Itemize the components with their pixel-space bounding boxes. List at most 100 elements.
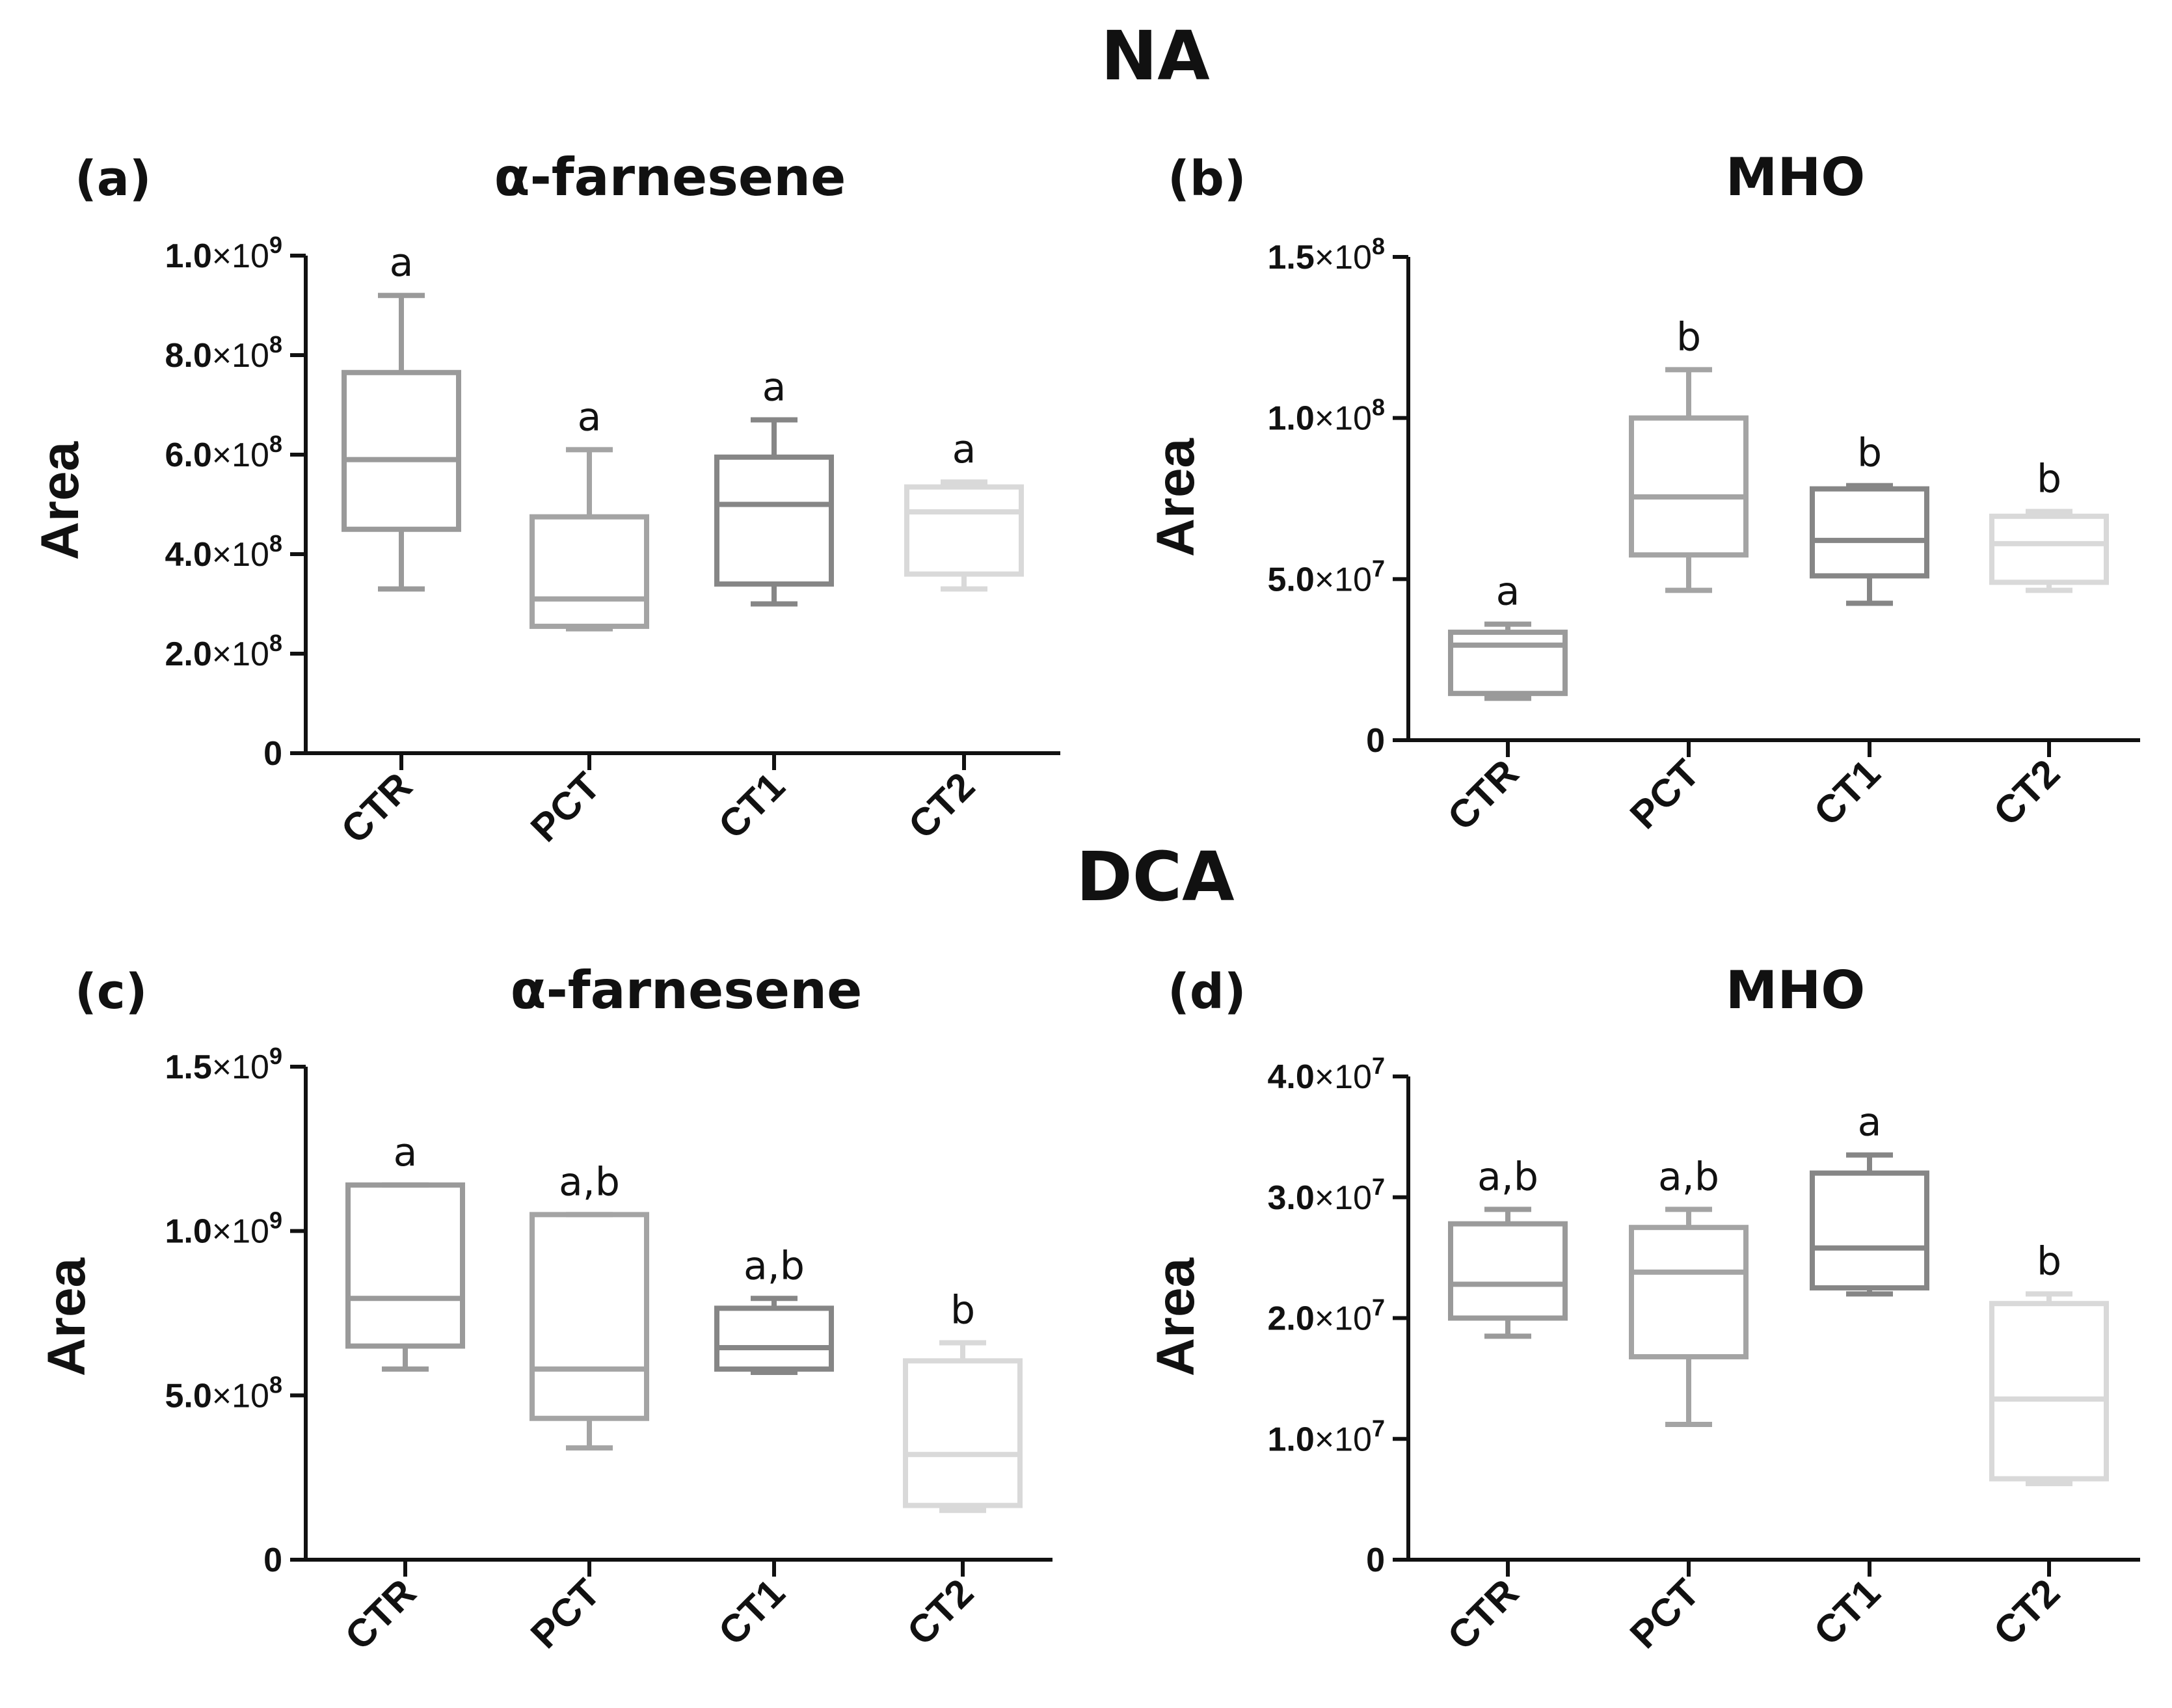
significance-letter: b [950, 1287, 975, 1333]
y-tick-label: 1.0×109 [165, 1207, 282, 1251]
y-tick-label: 4.0×107 [1267, 1052, 1385, 1096]
group-title-dca: DCA [1076, 837, 1234, 916]
y-tick-label: 0 [1366, 722, 1385, 760]
iqr-box [1989, 1301, 2109, 1482]
x-tick-label: CT1 [1806, 751, 1889, 834]
x-tick-label: PCT [1622, 751, 1708, 837]
box-series: a a,b a,b b [345, 1130, 1023, 1514]
iqr-box [1448, 630, 1568, 697]
chart-title: α-farnesene [511, 960, 863, 1021]
y-axis-label: Area [1146, 1257, 1205, 1376]
significance-letter: a,b [744, 1243, 805, 1288]
x-tick-label: PCT [522, 1571, 608, 1657]
box-ct2: b [1989, 1238, 2109, 1486]
y-tick-label: 8.0×108 [165, 331, 282, 375]
box-ct2: b [903, 1287, 1023, 1514]
box-series: a,b a,b a b [1448, 1100, 2109, 1486]
x-tick-label: CTR [333, 764, 421, 852]
x-tick-label: CT2 [899, 1571, 982, 1654]
significance-letter: a,b [1477, 1154, 1538, 1199]
axes: 0 2.0×108 4.0×108 6.0×108 8.0×108 1.0×109 CTR P… [165, 232, 1060, 851]
box-ct1: a,b [714, 1243, 834, 1375]
panel-label: (d) [1168, 964, 1246, 1020]
y-tick-label: 0 [1366, 1541, 1385, 1579]
significance-letter: b [2037, 456, 2061, 501]
y-tick-label: 5.0×108 [165, 1371, 282, 1415]
iqr-box [1989, 513, 2109, 585]
panel-label: (c) [75, 964, 148, 1020]
box-ct2: a [904, 427, 1024, 592]
box-ctr: a [345, 1130, 465, 1372]
x-tick-label: CT1 [710, 1571, 794, 1654]
x-tick-label: CTR [1440, 1571, 1527, 1659]
iqr-box [1810, 1170, 1929, 1291]
iqr-box [530, 514, 649, 629]
panel-d-chart: (d) MHO Area 0 1.0×107 2.0×107 3.0×107 4.0×1… [1146, 960, 2140, 1658]
chart-title: α-farnesene [494, 147, 846, 207]
iqr-box [345, 1182, 465, 1349]
significance-letter: b [1676, 314, 1701, 360]
axes: 0 5.0×108 1.0×109 1.5×109 CTR PCT CT1 CT2 [165, 1043, 1052, 1658]
significance-letter: a [578, 394, 602, 440]
y-tick-label: 1.0×109 [165, 232, 282, 275]
significance-letter: a,b [1658, 1154, 1719, 1199]
y-tick-label: 1.0×108 [1267, 394, 1385, 438]
x-tick-label: CT2 [900, 764, 984, 847]
y-tick-label: 3.0×107 [1267, 1173, 1385, 1217]
y-axis-label: Area [31, 440, 90, 560]
x-tick-label: CTR [337, 1571, 425, 1659]
group-title-na: NA [1101, 16, 1210, 96]
chart-title: MHO [1726, 147, 1866, 207]
panel-b-chart: (b) MHO Area 0 5.0×107 1.0×108 1.5×108 CTR PC… [1146, 147, 2140, 838]
significance-letter: a [390, 240, 414, 286]
box-series: a a a a [342, 240, 1024, 632]
box-pct: a,b [530, 1159, 649, 1451]
y-tick-label: 6.0×108 [165, 431, 282, 474]
panel-label: (a) [75, 151, 152, 207]
iqr-box [714, 1305, 834, 1372]
y-tick-label: 2.0×107 [1267, 1294, 1385, 1338]
y-axis-label: Area [1146, 437, 1205, 557]
iqr-box [1448, 1221, 1568, 1321]
box-pct: b [1629, 314, 1749, 593]
box-series: a b b b [1448, 314, 2109, 701]
x-tick-label: CT1 [1806, 1571, 1889, 1654]
chart-title: MHO [1726, 960, 1866, 1021]
box-pct: a [530, 394, 649, 632]
significance-letter: a [1858, 1100, 1882, 1145]
significance-letter: a,b [559, 1159, 620, 1205]
x-tick-label: CTR [1440, 751, 1527, 839]
box-ctr: a,b [1448, 1154, 1568, 1339]
x-tick-label: CT2 [1985, 751, 2069, 834]
y-tick-label: 4.0×108 [165, 530, 282, 574]
significance-letter: a [762, 364, 786, 410]
iqr-box [1629, 415, 1749, 558]
iqr-box [904, 484, 1024, 577]
axes: 0 5.0×107 1.0×108 1.5×108 CTR PCT CT1 CT2 [1267, 233, 2140, 838]
iqr-box [530, 1212, 649, 1421]
iqr-box [1629, 1225, 1749, 1359]
significance-letter: a [952, 427, 976, 472]
y-tick-label: 5.0×107 [1267, 555, 1385, 598]
box-ct2: b [1989, 456, 2109, 593]
iqr-box [1810, 486, 1929, 579]
box-ctr: a [342, 240, 461, 592]
y-tick-label: 1.5×109 [165, 1043, 282, 1086]
x-tick-label: PCT [522, 764, 608, 850]
y-axis-label: Area [37, 1257, 96, 1376]
x-tick-label: PCT [1622, 1571, 1708, 1657]
box-ct1: b [1810, 431, 1929, 606]
iqr-box [714, 454, 834, 587]
x-tick-label: CT2 [1985, 1571, 2069, 1654]
significance-letter: a [1496, 569, 1520, 615]
panel-c-chart: (c) α-farnesene Area 0 5.0×108 1.0×109 1.5×… [37, 960, 1052, 1658]
iqr-box [903, 1358, 1023, 1508]
box-ctr: a [1448, 569, 1568, 701]
significance-letter: b [2037, 1238, 2061, 1284]
x-tick-label: CT1 [710, 764, 794, 847]
y-tick-label: 2.0×108 [165, 630, 282, 673]
panel-a-chart: (a) α-farnesene Area 0 2.0×108 4.0×108 6.0×… [31, 147, 1060, 851]
y-tick-label: 0 [263, 735, 282, 773]
y-tick-label: 1.5×108 [1267, 233, 1385, 276]
